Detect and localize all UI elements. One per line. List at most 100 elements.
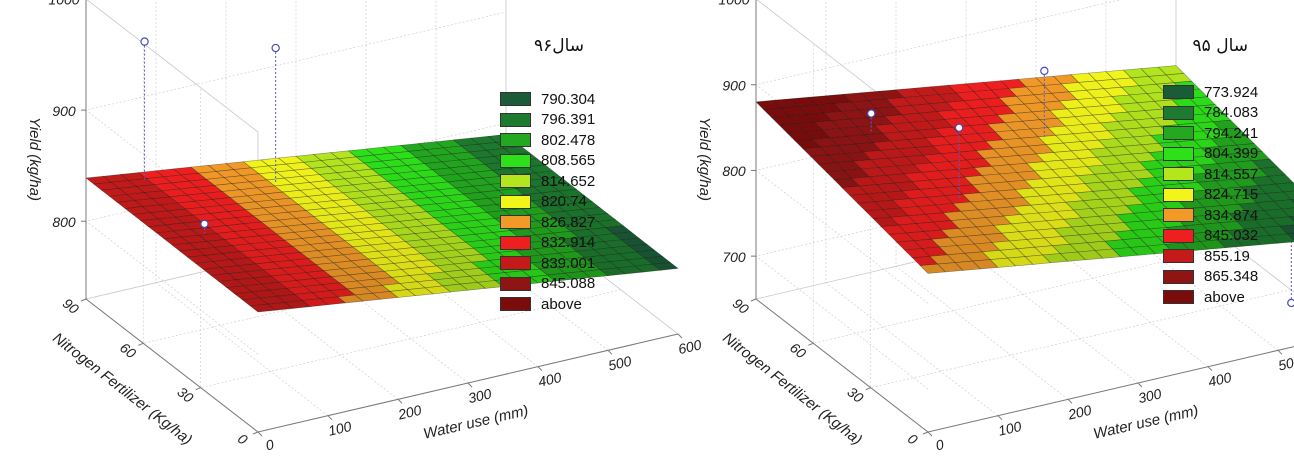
legend-entry: 820.74 [500,193,587,211]
legend-label: 773.924 [1204,83,1259,101]
legend-label: 804.399 [1204,145,1259,162]
right-x-tick-label: 500 [1277,353,1294,374]
right-surface-cell [1281,207,1294,218]
right-x-tick-label: 400 [1207,369,1234,390]
left-y-tick-label: 0 [235,430,251,448]
legend-entry: 839.001 [500,254,595,272]
right-data-point [1040,66,1049,76]
right-z-tick-label: 800 [722,163,746,179]
legend-entry: 826.827 [500,213,595,231]
legend-label: above [1204,288,1245,306]
right-x-tick [1067,398,1073,404]
right-surface-cell [1236,143,1263,154]
legend-swatch [1163,228,1194,243]
legend-swatch [1163,105,1194,120]
legend-swatch [1163,126,1194,140]
left-grid-z [86,0,259,133]
right-x-tick [1207,366,1213,372]
right-surface-cell [1267,174,1294,185]
legend-label: 814.557 [1204,165,1259,183]
right-x-axis-title: Water use (mm) [1092,402,1200,443]
legend-swatch [500,153,531,168]
legend-label: 784.083 [1204,104,1259,121]
left-data-point [140,37,149,46]
legend-swatch [1163,290,1194,304]
left-x-tick [467,382,473,388]
legend-swatch [500,194,531,209]
left-x-tick-label: 200 [396,402,424,423]
right-surface-cell [1282,190,1294,201]
legend-swatch [500,276,531,291]
legend-label: 808.565 [541,152,596,169]
legend-entry: 814.652 [500,172,595,190]
right-grid-x [825,0,999,416]
right-surface-cell [1290,199,1294,203]
left-x-tick [257,431,263,437]
right-y-tick [865,387,871,391]
legend-entry: 845.032 [1163,227,1258,245]
right-surface-cell [1243,151,1271,162]
left-x-tick-label: 0 [264,436,275,453]
legend-swatch [1163,187,1194,202]
right-surface-cell [1189,96,1216,107]
right-y-tick-label: 0 [905,430,921,448]
left-z-tick-label: 900 [52,103,76,119]
legend-entry: 824.715 [1163,186,1258,204]
legend-swatch [500,297,531,311]
right-x-tick [1137,382,1143,388]
legend-swatch [1163,167,1194,181]
right-surface-cell [1259,166,1287,177]
right-surface-cell [1279,224,1294,235]
legend-label: 839.001 [541,254,596,272]
legend-entry: 814.557 [1163,165,1258,183]
right-surface-cell [1165,73,1193,84]
right-surface-cell [1228,135,1255,146]
legend-entry: 804.399 [1163,145,1258,163]
legend-swatch [1163,208,1194,222]
left-x-tick-label: 600 [677,336,704,357]
legend-label: 826.827 [541,213,596,231]
right-y-tick [750,298,757,302]
right-surface-cell [1287,233,1294,241]
legend-label: 832.914 [541,234,596,251]
left-x-tick-label: 300 [467,385,494,406]
legend-label: above [541,295,582,313]
right-x-tick-label: 100 [997,418,1024,439]
left-x-tick-label: 500 [607,353,634,374]
legend-swatch [500,235,531,250]
right-z-tick-label: 900 [722,77,746,93]
legend-entry: 790.304 [500,90,595,108]
right-y-tick-label: 90 [730,295,752,317]
right-surface-cell [1212,119,1240,130]
left-y-tick [252,431,259,435]
left-surface-cell [581,207,609,216]
right-data-point [954,123,964,132]
legend-entry: 832.914 [500,234,595,252]
left-x-tick [607,349,613,355]
legend-label: 834.874 [1204,206,1259,224]
legend-swatch [1163,249,1194,263]
right-grid-z [756,0,929,133]
legend-swatch [500,256,531,270]
left-z-tick-label: 800 [52,214,76,230]
legend-label: 814.652 [541,172,596,190]
legend-label: 855.19 [1204,247,1250,265]
right-z-tick-label: 1000 [718,0,749,8]
right-surface-cell [1157,65,1185,76]
left-x-tick-label: 400 [537,369,564,390]
legend-label: 794.241 [1204,124,1259,142]
legend-entry: 802.478 [500,131,595,149]
right-y-tick [808,342,814,346]
left-x-tick [397,398,403,404]
right-surface-cell [1220,127,1248,138]
legend-label: 820.74 [541,193,587,210]
legend-swatch [500,215,531,229]
right-surface-cell [1251,158,1279,169]
legend-entry: above [500,295,582,313]
legend-entry: 808.565 [500,152,595,170]
left-data-point [271,43,280,53]
left-surface-cell [620,237,648,247]
legend-title-left: سال۹۶ [533,36,584,56]
right-data-point [1287,298,1294,308]
